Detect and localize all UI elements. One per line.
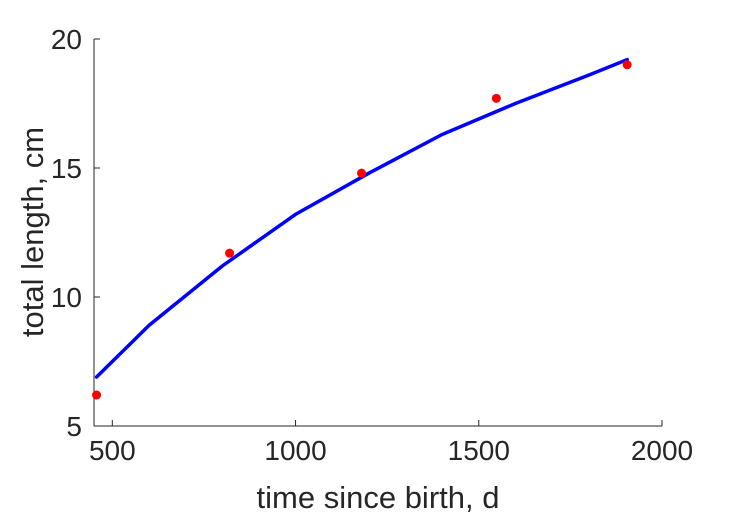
x-ticks: 500 1000 1500 2000	[89, 420, 693, 466]
y-axis-title: total length, cm	[15, 127, 50, 337]
fit-curve	[94, 57, 629, 379]
x-axis-title: time since birth, d	[257, 480, 500, 515]
y-ticks: 5 10 15 20	[51, 24, 100, 442]
axes	[93, 39, 662, 427]
x-tick-label: 500	[89, 435, 136, 466]
data-point	[225, 248, 235, 258]
series-layer	[92, 57, 632, 400]
data-point	[622, 60, 632, 70]
x-tick-label: 1500	[448, 435, 510, 466]
data-point	[92, 390, 102, 400]
x-tick-label: 2000	[631, 435, 693, 466]
x-tick-label: 1000	[264, 435, 326, 466]
data-point	[491, 93, 501, 103]
y-tick-label: 20	[51, 24, 82, 55]
data-point	[357, 168, 367, 178]
y-tick-label: 5	[66, 411, 82, 442]
y-tick-label: 15	[51, 153, 82, 184]
y-tick-label: 10	[51, 282, 82, 313]
